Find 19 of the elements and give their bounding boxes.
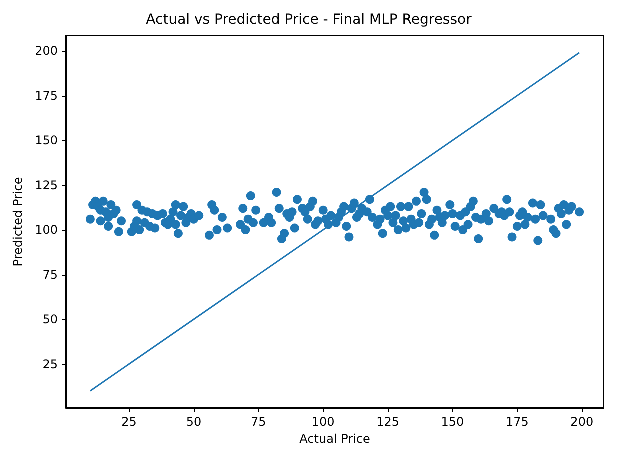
x-tick-label: 125 (376, 415, 400, 429)
x-tick-label: 100 (312, 415, 335, 429)
y-tick-label: 175 (35, 88, 58, 103)
x-tick-label: 75 (251, 415, 266, 429)
x-tick-label: 175 (506, 415, 529, 429)
x-tick-label: 50 (186, 415, 202, 429)
y-tick-label: 25 (42, 357, 58, 372)
y-tick-label: 50 (42, 312, 58, 327)
y-tick-label: 200 (35, 44, 58, 58)
y-tick-label: 125 (35, 178, 58, 192)
y-tick-label: 75 (42, 268, 58, 282)
y-tick-label: 100 (35, 223, 58, 238)
y-tick-label: 150 (35, 134, 58, 148)
x-tick-label: 25 (122, 415, 137, 429)
x-tick-label: 150 (441, 415, 464, 429)
x-axis-title: Actual Price (300, 432, 370, 446)
x-tick-label: 200 (570, 415, 594, 429)
y-axis-title: Predicted Price (11, 177, 26, 267)
chart-title: Actual vs Predicted Price - Final MLP Regressor (146, 12, 472, 28)
